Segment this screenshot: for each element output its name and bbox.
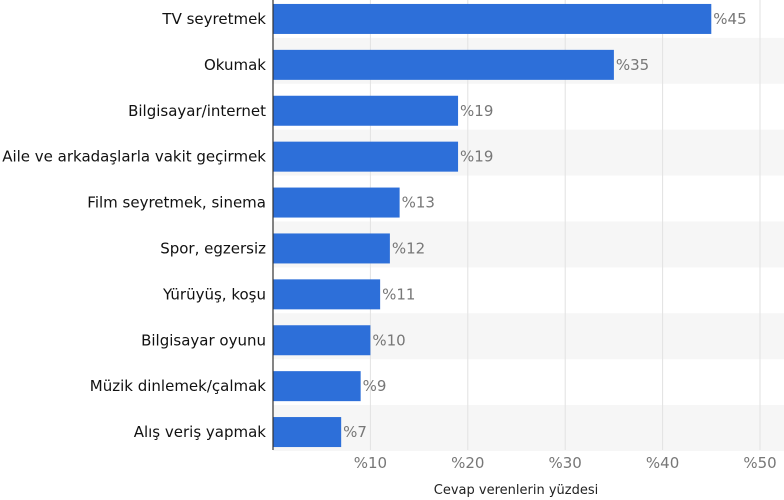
- value-label: %10: [372, 331, 405, 349]
- value-label: %19: [460, 148, 493, 166]
- value-label: %19: [460, 102, 493, 120]
- bar: [273, 233, 390, 264]
- x-axis-title: Cevap verenlerin yüzdesi: [434, 483, 598, 498]
- bar: [273, 3, 712, 34]
- category-label: Aile ve arkadaşlarla vakit geçirmek: [2, 148, 266, 166]
- category-label: Spor, egzersiz: [160, 239, 266, 257]
- x-tick-labels: %10 %20 %30 %40 %50: [354, 454, 777, 472]
- bars: [273, 3, 712, 448]
- category-label: Yürüyüş, koşu: [162, 285, 266, 303]
- value-label: %35: [616, 56, 649, 74]
- value-label: %7: [343, 423, 367, 441]
- category-label: TV seyretmek: [161, 10, 266, 28]
- value-label: %45: [713, 10, 746, 28]
- value-label: %13: [402, 194, 435, 212]
- bar: [273, 325, 371, 356]
- bar: [273, 49, 614, 80]
- x-tick-label: %50: [743, 454, 776, 472]
- category-label: Bilgisayar oyunu: [141, 331, 266, 349]
- bar: [273, 187, 400, 218]
- bar: [273, 417, 342, 448]
- bar: [273, 371, 361, 402]
- category-label: Müzik dinlemek/çalmak: [90, 377, 267, 395]
- category-label: Bilgisayar/internet: [128, 102, 266, 120]
- x-tick-label: %40: [646, 454, 679, 472]
- category-labels: TV seyretmek Okumak Bilgisayar/internet Ail…: [2, 10, 266, 441]
- value-label: %12: [392, 239, 425, 257]
- row-bands: [273, 37, 784, 451]
- bar: [273, 279, 381, 310]
- value-label: %9: [363, 377, 387, 395]
- x-tick-label: %30: [549, 454, 582, 472]
- bar: [273, 95, 459, 126]
- category-label: Film seyretmek, sinema: [87, 194, 266, 212]
- x-tick-label: %20: [451, 454, 484, 472]
- row-band: [273, 405, 784, 451]
- category-label: Okumak: [204, 56, 266, 74]
- value-labels: %45 %35 %19 %19 %13 %12 %11 %10 %9 %7: [343, 10, 746, 441]
- x-tick-label: %10: [354, 454, 387, 472]
- bar: [273, 141, 459, 172]
- category-label: Alış veriş yapmak: [134, 423, 267, 441]
- value-label: %11: [382, 285, 415, 303]
